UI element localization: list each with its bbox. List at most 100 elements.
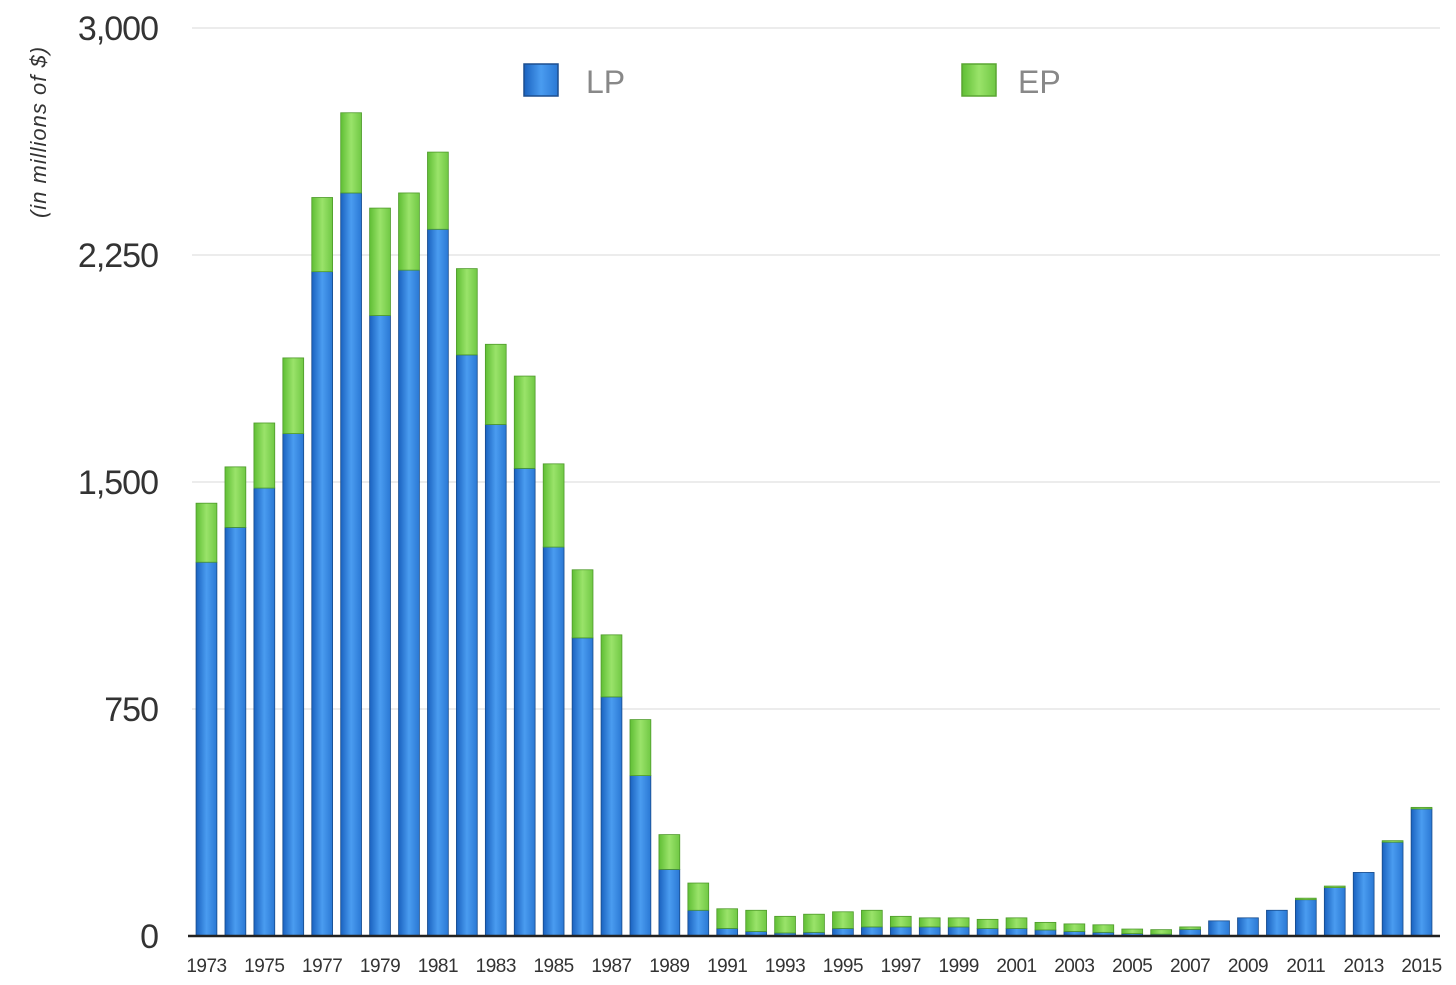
bar-lp [311, 271, 334, 937]
bar-ep [1323, 885, 1346, 888]
x-tick-label: 1973 [186, 956, 226, 977]
x-tick-label: 1977 [302, 956, 342, 977]
bar-ep [716, 908, 739, 929]
bar-ep [832, 911, 854, 929]
bar-lp [456, 354, 478, 937]
bar-lp [861, 926, 883, 937]
bar-ep [600, 634, 623, 698]
bar-ep [253, 422, 276, 489]
x-tick-label: 2007 [1170, 956, 1210, 977]
bar-ep [1410, 806, 1433, 810]
bar-ep [427, 151, 449, 230]
y-axis-label: (in millions of $) [26, 46, 51, 218]
bar-lp [369, 315, 391, 937]
x-tick-label: 2015 [1401, 956, 1441, 977]
bar-lp [1266, 909, 1288, 937]
bar-ep [1034, 921, 1057, 931]
x-tick-label: 2005 [1112, 956, 1152, 977]
y-tick-label: 2,250 [78, 237, 158, 275]
bar-ep [340, 112, 362, 194]
bar-ep [1150, 929, 1172, 935]
x-tick-label: 1995 [823, 956, 863, 977]
bar-lp [1294, 899, 1317, 937]
x-tick-label: 1987 [591, 956, 631, 977]
bar-ep [918, 917, 941, 928]
legend: LP EP [523, 63, 1061, 100]
bar-lp [1323, 887, 1346, 937]
bar-lp [195, 561, 218, 937]
bar-lp [398, 269, 420, 937]
bar-lp [253, 487, 276, 937]
x-tick-label: 2001 [996, 956, 1036, 977]
legend-label-lp: LP [586, 64, 625, 100]
bar-ep [195, 502, 218, 563]
bar-lp [629, 775, 652, 937]
bar-lp [1352, 872, 1375, 937]
bar-ep [687, 882, 710, 911]
bar-lp [282, 433, 305, 937]
bar-lp [1410, 808, 1433, 937]
bar-ep [571, 569, 594, 639]
bar-ep [947, 917, 970, 928]
y-tick-labels: 0 750 1,500 2,250 3,000 [78, 10, 159, 956]
x-tick-label: 1985 [533, 956, 573, 977]
x-tick-label: 1979 [360, 956, 400, 977]
x-tick-label: 2009 [1228, 956, 1268, 977]
x-tick-label: 1997 [881, 956, 921, 977]
bar-lp [571, 637, 594, 937]
bar-ep [629, 719, 652, 776]
bar-ep [282, 357, 305, 434]
bar-ep [1179, 926, 1201, 930]
x-tick-label: 1993 [765, 956, 805, 977]
bar-lp [542, 546, 565, 937]
x-tick-label: 1981 [418, 956, 458, 977]
bar-lp [1381, 841, 1404, 937]
x-tick-label: 1975 [244, 956, 284, 977]
x-tick-label: 2003 [1054, 956, 1094, 977]
bar-ep [774, 915, 796, 934]
bar-ep [542, 463, 565, 548]
bar-ep [861, 909, 883, 928]
x-tick-label: 2011 [1286, 956, 1325, 977]
x-tick-label: 1999 [939, 956, 979, 977]
y-tick-label: 0 [140, 918, 158, 956]
legend-label-ep: EP [1018, 64, 1061, 100]
bar-ep [658, 834, 681, 870]
bar-lp [658, 869, 681, 937]
bar-lp [918, 926, 941, 937]
bar-ep [1092, 924, 1115, 933]
bar-lp [1208, 920, 1230, 937]
bar-ep [1121, 928, 1144, 934]
legend-swatch-lp [523, 63, 559, 97]
bar-ep [1063, 923, 1086, 932]
bar-ep [369, 207, 391, 316]
bar-lp [513, 467, 536, 937]
bar-ep [889, 915, 912, 928]
y-tick-label: 1,500 [78, 464, 158, 502]
legend-swatch-ep [961, 63, 997, 97]
bar-ep [311, 197, 334, 273]
bar-lp [224, 527, 247, 937]
x-tick-label: 1983 [476, 956, 516, 977]
bar-lp [889, 926, 912, 937]
bar-ep [398, 192, 420, 271]
bar-lp [427, 228, 449, 937]
bar-ep [224, 466, 247, 528]
bar-ep [1381, 840, 1404, 843]
bar-lp [947, 926, 970, 937]
x-tick-label: 2013 [1344, 956, 1384, 977]
bar-ep [745, 909, 767, 932]
bar-lp [600, 696, 623, 937]
bar-ep [1294, 897, 1317, 901]
bar-ep [1005, 917, 1028, 929]
y-tick-label: 3,000 [78, 10, 158, 48]
bar-ep [484, 343, 507, 425]
x-tick-label: 1989 [649, 956, 689, 977]
bar-ep [456, 268, 478, 356]
bar-lp [1237, 917, 1259, 937]
bar-ep [513, 375, 536, 469]
bar-ep [803, 913, 825, 933]
x-tick-label: 1991 [707, 956, 747, 977]
bars [195, 112, 1433, 937]
